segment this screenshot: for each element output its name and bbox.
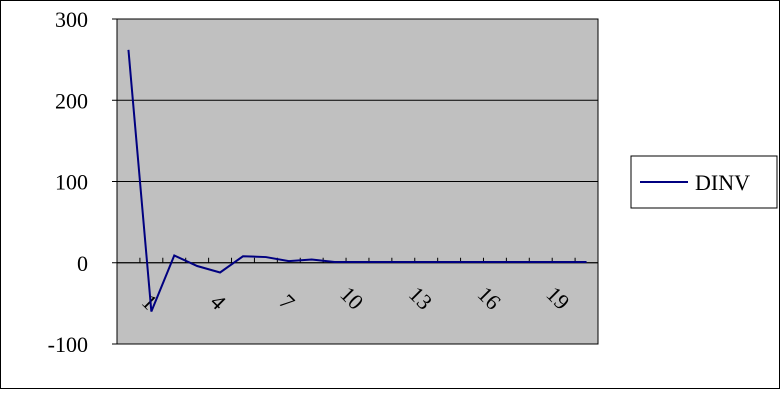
y-tick-label: 0 bbox=[77, 251, 88, 276]
y-tick-label: 100 bbox=[55, 170, 88, 195]
y-tick-label: 200 bbox=[55, 88, 88, 113]
legend: DINV bbox=[631, 156, 777, 208]
legend-label-dinv: DINV bbox=[695, 170, 750, 195]
y-tick-label: -100 bbox=[48, 332, 88, 357]
y-tick-label: 300 bbox=[55, 7, 88, 32]
